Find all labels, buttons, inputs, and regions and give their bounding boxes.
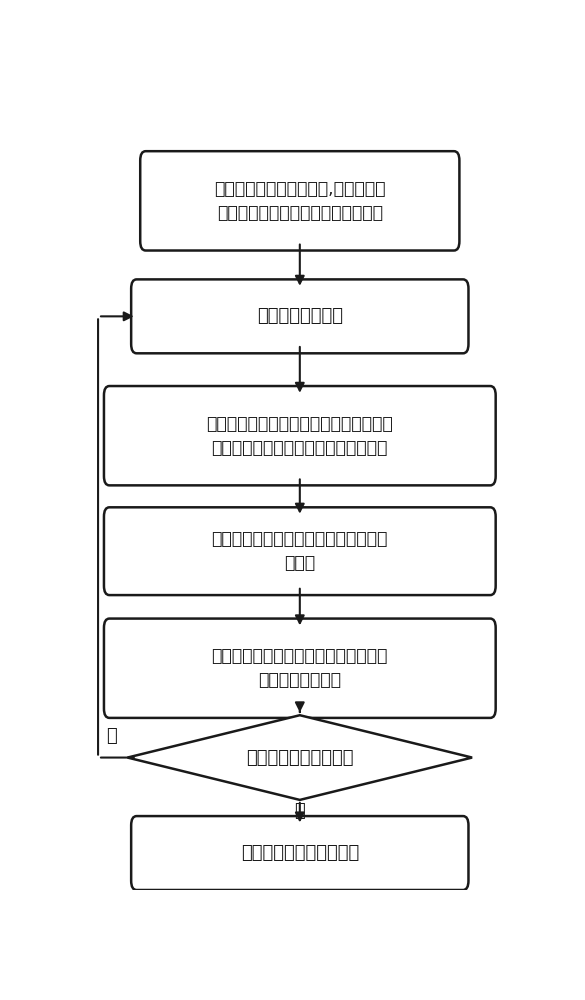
Text: 指标要求（扩束准直比率,波长范围、
入射光束尺寸与发散特性，体积等）: 指标要求（扩束准直比率,波长范围、 入射光束尺寸与发散特性，体积等） xyxy=(214,180,386,222)
Text: 扩束准直倍率分配: 扩束准直倍率分配 xyxy=(257,307,343,325)
Text: 透射扩束准直组与反射扩束准直组的组
合优化与性能评定: 透射扩束准直组与反射扩束准直组的组 合优化与性能评定 xyxy=(212,647,388,689)
Text: 系统的加工、组装、测试: 系统的加工、组装、测试 xyxy=(240,844,359,862)
Text: 透镜扩束准直组内服的发散组与准直组分
别进行色差校正，球差优化，焦距选择: 透镜扩束准直组内服的发散组与准直组分 别进行色差校正，球差优化，焦距选择 xyxy=(207,415,393,456)
Text: 否: 否 xyxy=(106,727,117,745)
FancyBboxPatch shape xyxy=(131,816,469,890)
Polygon shape xyxy=(128,715,472,800)
Text: 满足加工和体积要求？: 满足加工和体积要求？ xyxy=(246,749,353,767)
FancyBboxPatch shape xyxy=(131,279,469,353)
FancyBboxPatch shape xyxy=(104,619,495,718)
FancyBboxPatch shape xyxy=(140,151,459,251)
Text: 反射扩束准直组的曲率、间距或离轴量
的优化: 反射扩束准直组的曲率、间距或离轴量 的优化 xyxy=(212,530,388,572)
FancyBboxPatch shape xyxy=(104,386,495,485)
FancyBboxPatch shape xyxy=(104,507,495,595)
Text: 是: 是 xyxy=(294,802,305,820)
